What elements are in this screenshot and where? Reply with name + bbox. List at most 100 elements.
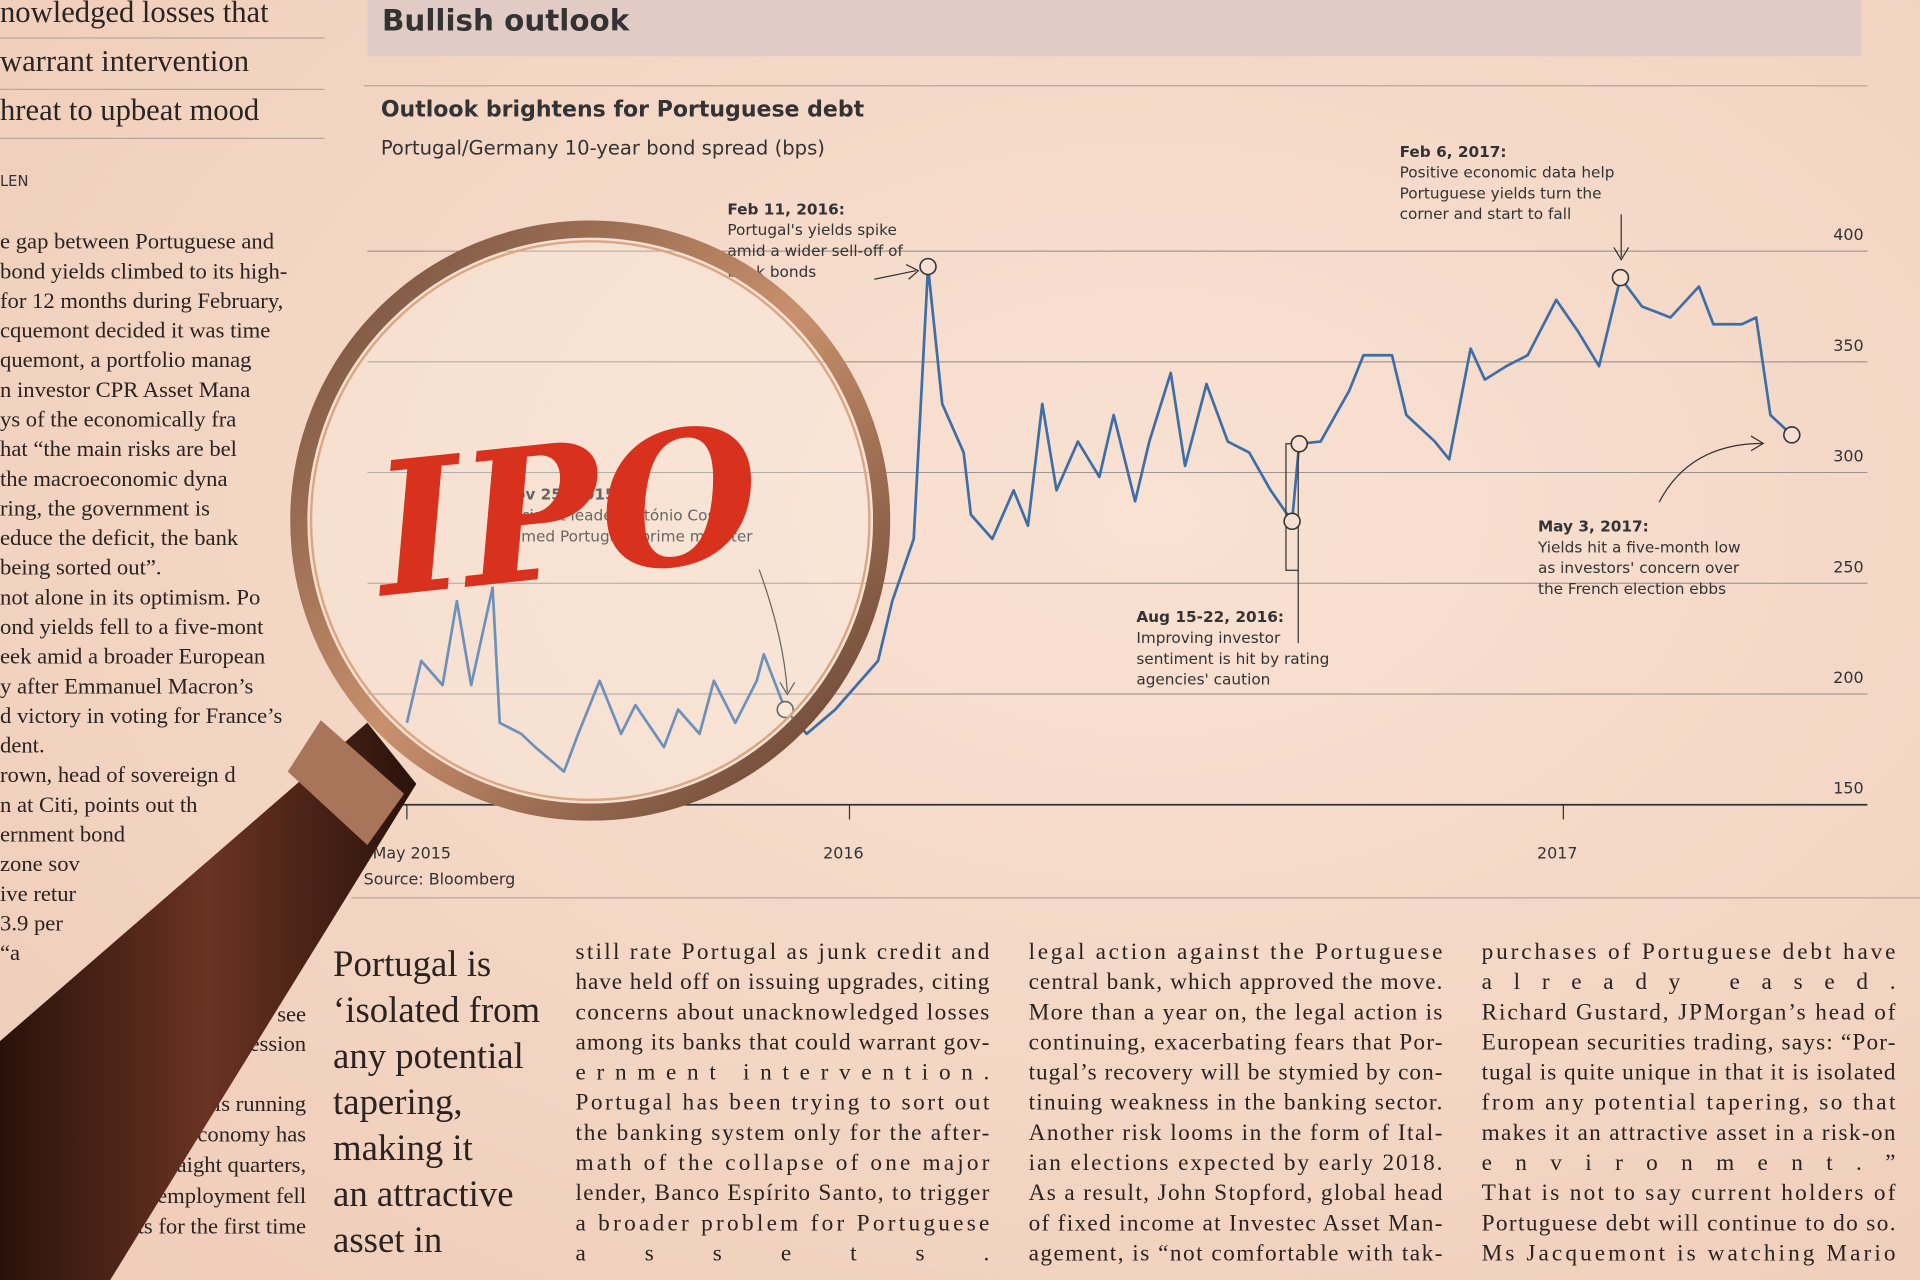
arrow	[1658, 435, 1765, 503]
body-line: eek amid a broader European	[0, 644, 265, 669]
y-tick-label: 300	[1833, 447, 1863, 466]
annotation-text: as investors' concern over	[1538, 559, 1740, 577]
body-line: “a	[0, 940, 20, 965]
annotation-point	[1283, 512, 1301, 531]
body-line: ernment bond	[0, 821, 126, 846]
column-line: As a result, John Stopford, global head	[1029, 1180, 1443, 1206]
column-line: math of the collapse of one major	[576, 1150, 990, 1176]
y-tick-label: 400	[1833, 225, 1863, 244]
annotation-text: corner and start to fall	[1400, 205, 1572, 223]
pull-quote-line: any potential	[333, 1035, 524, 1076]
annotation-text: the French election ebbs	[1538, 580, 1726, 598]
annotation-title: Aug 15-22, 2016:	[1136, 608, 1284, 626]
headline-fragment: hreat to upbeat mood	[0, 93, 259, 127]
body-line: see	[277, 1002, 306, 1027]
y-tick-label: 250	[1833, 557, 1863, 576]
annotation-text: named Portugal's prime minister	[502, 527, 753, 545]
body-line: rown, head of sovereign d	[0, 762, 236, 787]
body-line: economy has	[187, 1122, 306, 1147]
annotation-text: Portuguese yields turn the	[1400, 184, 1602, 202]
body-line: e gap between Portuguese and	[0, 229, 275, 254]
column-line: makes it an attractive asset in a risk-o…	[1482, 1120, 1896, 1146]
annotation-point	[1290, 435, 1308, 453]
body-line: ond yields fell to a five-mont	[0, 614, 264, 639]
body-line: quemont, a portfolio manag	[0, 347, 251, 372]
body-line: is running	[215, 1091, 306, 1116]
body-line: dent.	[0, 733, 45, 758]
body-line: being sorted out”.	[0, 555, 162, 580]
annotation-text: Socialist leader António Costa	[502, 507, 731, 525]
column-line: tugal’s recovery will be stymied by con-	[1029, 1060, 1443, 1086]
column-line: from any potential tapering, so that	[1482, 1090, 1896, 1116]
pull-quote-line: an attractive	[333, 1173, 513, 1214]
byline: LEN	[0, 173, 28, 190]
annotation-text: Improving investor	[1136, 629, 1281, 647]
column-line: tinuing weakness in the banking sector.	[1029, 1090, 1443, 1116]
annotation-text: sentiment is hit by rating	[1136, 650, 1329, 668]
y-tick-label: 150	[1833, 779, 1863, 798]
column-line: purchases of Portuguese debt have	[1482, 939, 1896, 965]
column-line: Another risk looms in the form of Ital-	[1029, 1120, 1443, 1146]
body-line: y after Emmanuel Macron’s	[0, 673, 253, 698]
column-line: European securities trading, says: “Por-	[1482, 1029, 1896, 1055]
pull-quote-line: making it	[333, 1127, 473, 1168]
body-line: n investor CPR Asset Mana	[0, 377, 250, 402]
column-line: legal action against the Portuguese	[1029, 939, 1443, 965]
x-tick-label: 2017	[1537, 844, 1577, 863]
column-line: Richard Gustard, JPMorgan’s head of	[1482, 999, 1896, 1025]
y-tick-label: 200	[1833, 668, 1863, 687]
body-line: d victory in voting for France’s	[0, 703, 282, 728]
column-line: More than a year on, the legal action is	[1029, 999, 1443, 1025]
annotation-text: Portugal's yields spike	[727, 221, 897, 239]
annotation-text: amid a wider sell-off of	[727, 242, 903, 260]
column-line: among its banks that could warrant gov-	[576, 1029, 990, 1055]
pull-quote-line: ‘isolated from	[333, 989, 540, 1030]
body-line: for 12 months during February,	[0, 288, 283, 313]
column-line: tugal is quite unique in that it is isol…	[1482, 1060, 1896, 1086]
annotation-point	[919, 257, 937, 276]
body-line: ring, the government is	[0, 495, 210, 520]
annotation-text: Positive economic data help	[1400, 164, 1615, 182]
body-line: ys of the economically fra	[0, 407, 236, 432]
chart-title: Outlook brightens for Portuguese debt	[381, 97, 865, 122]
arrow	[874, 264, 920, 280]
headline-fragment: nowledged losses that	[0, 0, 269, 29]
ferrule	[287, 720, 405, 846]
x-tick-label: May 2015	[373, 844, 451, 863]
column-line: Portuguese debt will continue to do so.	[1482, 1210, 1896, 1236]
body-line: ive retur	[0, 881, 77, 906]
column-line: assets.	[576, 1240, 990, 1266]
body-line: bond yields climbed to its high-	[0, 258, 287, 283]
annotation-point	[1611, 268, 1630, 287]
body-line: zone sov	[0, 851, 81, 876]
handle	[0, 722, 417, 1280]
column-line: of fixed income at Investec Asset Man-	[1029, 1210, 1443, 1236]
column-line: Portugal has been trying to sort out	[576, 1090, 990, 1116]
magnifier	[0, 220, 891, 1280]
column-line: lender, Banco Espírito Santo, to trigger	[576, 1180, 990, 1206]
pull-quote-line: asset in	[333, 1219, 442, 1260]
column-line: continuing, exacerbating fears that Por-	[1029, 1029, 1443, 1055]
annotation-title: May 3, 2017:	[1538, 518, 1649, 536]
headline-fragment: warrant intervention	[0, 44, 249, 78]
lens	[290, 220, 891, 821]
column-line: That is not to say current holders of	[1482, 1180, 1896, 1206]
body-line: hat “the main risks are bel	[0, 436, 237, 461]
annotation-text: agencies' caution	[1136, 671, 1270, 689]
chart-source: Source: Bloomberg	[364, 869, 516, 888]
line	[405, 265, 1793, 773]
column-line: agement, is “not comfortable with tak-	[1029, 1240, 1443, 1266]
arrow	[1613, 214, 1630, 261]
pull-quote-line: tapering,	[333, 1081, 463, 1122]
annotation-text: Yields hit a five-month low	[1537, 538, 1741, 556]
body-line: cquemont decided it was time	[0, 318, 270, 343]
pull-quote-line: Portugal is	[333, 943, 491, 984]
column-line: ernment intervention.	[576, 1060, 990, 1086]
y-tick-label: 350	[1833, 336, 1863, 355]
body-line: the macroeconomic dyna	[0, 466, 228, 491]
column-line: still rate Portugal as junk credit and	[576, 939, 990, 965]
column-line: Ms Jacquemont is watching Mario	[1482, 1240, 1896, 1266]
